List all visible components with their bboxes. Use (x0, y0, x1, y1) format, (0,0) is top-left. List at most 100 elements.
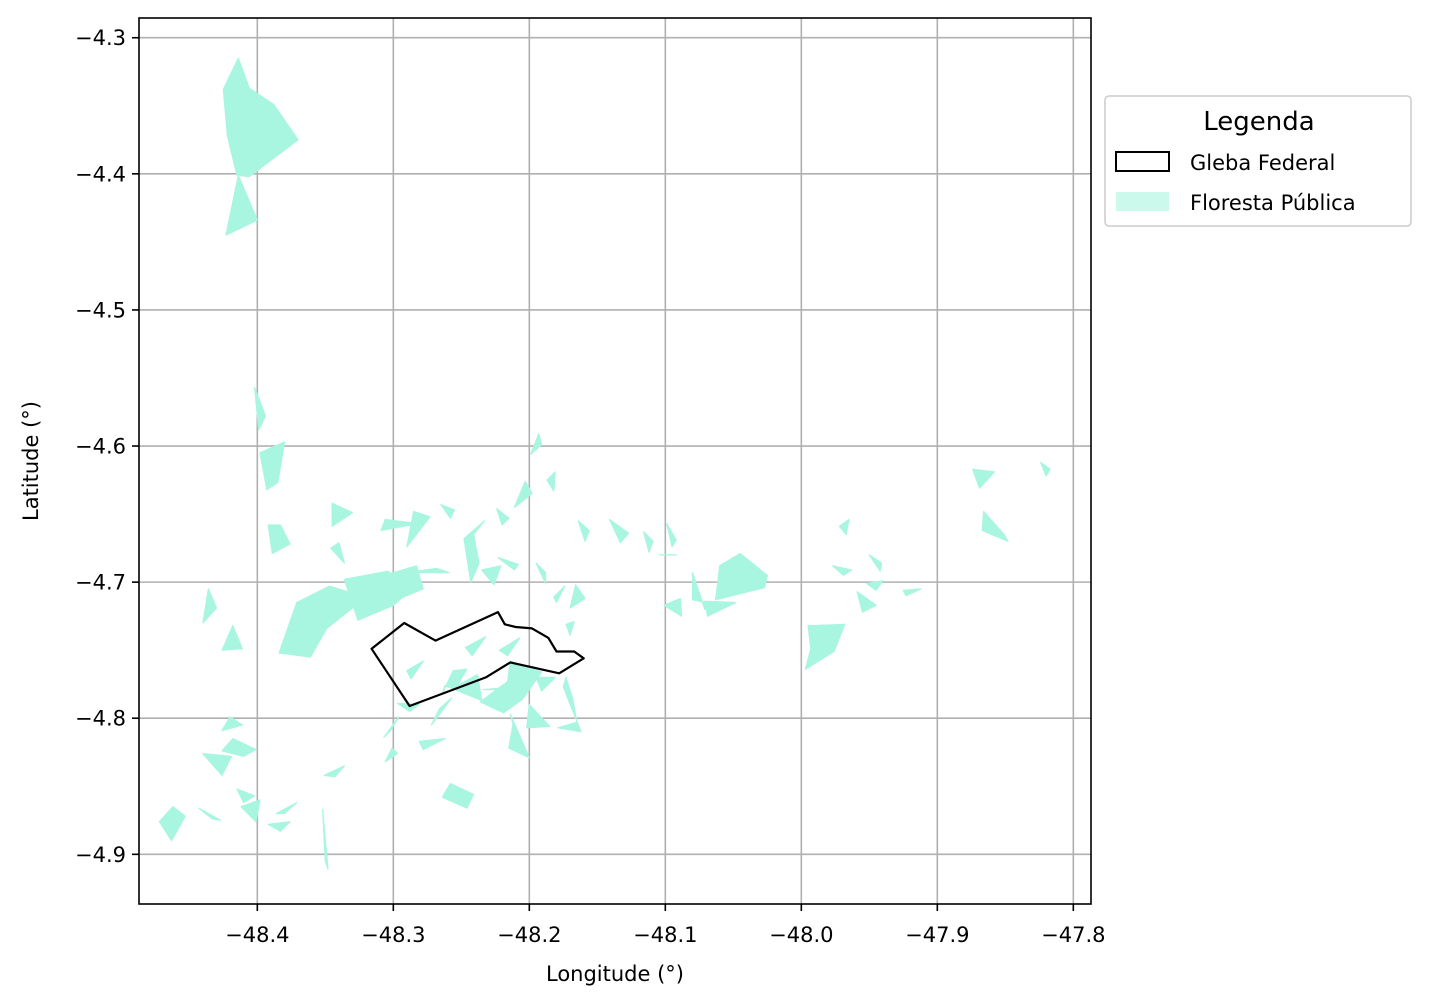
floresta-publica-polygon (267, 524, 291, 555)
floresta-publica-polygon (202, 752, 233, 777)
floresta-publica-polygon (221, 716, 243, 732)
x-tick-label: −47.9 (905, 923, 969, 947)
gleba-federal-polygon (370, 610, 585, 708)
floresta-publica-polygon (383, 716, 400, 738)
floresta-publica-polygon (535, 562, 547, 585)
floresta-publica-polygon (972, 468, 996, 489)
floresta-publica-polygon (418, 737, 446, 751)
y-axis-title: Latitude (°) (19, 401, 43, 521)
floresta-publica-polygon (577, 520, 590, 542)
floresta-publica-polygon (479, 660, 543, 714)
floresta-publica-polygon (704, 600, 737, 617)
floresta-publica-polygon (530, 433, 543, 455)
floresta-publica-polygon (463, 520, 485, 583)
floresta-publica-polygon (222, 57, 299, 178)
floresta-publica-polygon (804, 623, 846, 670)
floresta-publica-polygon (498, 637, 521, 657)
x-axis-title: Longitude (°) (546, 962, 684, 986)
floresta-publica-polygon (546, 471, 556, 492)
floresta-publica-polygon (838, 518, 850, 536)
floresta-publica-polygon (441, 782, 475, 809)
y-tick-label: −4.7 (75, 571, 126, 595)
gleba-federal-layer (370, 610, 585, 708)
floresta-publica-polygon (441, 668, 483, 702)
floresta-publica-polygon (535, 676, 556, 692)
floresta-publica-polygon (259, 441, 286, 491)
y-axis: −4.3 −4.4 −4.5 −4.6 −4.7 −4.8 −4.9 (75, 26, 139, 867)
x-tick-label: −48.1 (633, 923, 697, 947)
floresta-publica-polygon (902, 588, 922, 597)
plot-frame (138, 17, 1092, 905)
y-tick-label: −4.3 (75, 26, 126, 50)
legend-title: Legenda (1203, 107, 1314, 137)
floresta-publica-polygon (868, 554, 883, 572)
legend: Legenda Gleba Federal Floresta Pública (1104, 95, 1412, 227)
floresta-publica-polygon (565, 620, 575, 636)
floresta-publica-polygon (663, 597, 683, 617)
floresta-publica-polygon (666, 522, 677, 548)
legend-label-gleba-federal: Gleba Federal (1190, 151, 1335, 175)
legend-swatch-floresta-publica (1116, 192, 1169, 211)
floresta-publica-polygon (831, 565, 853, 576)
floresta-publica-polygon (496, 508, 510, 526)
floresta-publica-polygon (267, 821, 291, 832)
floresta-publica-polygon (481, 565, 502, 586)
floresta-publica-polygon (525, 703, 551, 729)
floresta-publica-polygon (497, 556, 520, 571)
y-tick-label: −4.8 (75, 707, 126, 731)
y-tick-label: −4.9 (75, 843, 126, 867)
floresta-publica-polygon (278, 585, 367, 658)
floresta-publica-polygon (323, 765, 345, 778)
x-tick-label: −48.0 (769, 923, 833, 947)
floresta-publica-polygon (569, 584, 586, 609)
x-tick-label: −48.4 (225, 923, 289, 947)
floresta-publica-polygon (430, 697, 453, 726)
floresta-publica-polygon (406, 660, 424, 680)
floresta-publica-polygon (464, 635, 487, 657)
floresta-publica-polygon (553, 585, 566, 604)
floresta-publica-polygon (236, 788, 256, 804)
floresta-publica-polygon (714, 552, 768, 601)
legend-box (1104, 95, 1412, 227)
floresta-publica-polygon (371, 565, 424, 608)
floresta-publica-polygon (380, 518, 419, 532)
legend-label-floresta-publica: Floresta Pública (1190, 191, 1356, 215)
floresta-publica-polygon (322, 808, 329, 870)
floresta-publica-polygon (981, 510, 1009, 542)
floresta-publica-polygon (202, 588, 218, 624)
floresta-publica-polygon (384, 747, 398, 763)
x-tick-label: −48.2 (497, 923, 561, 947)
floresta-publica-polygon (254, 386, 267, 431)
floresta-publica-polygon (642, 531, 654, 553)
floresta-publica-polygon (608, 518, 630, 544)
floresta-publica-polygon (557, 676, 582, 733)
x-tick-label: −48.3 (361, 923, 425, 947)
floresta-publica-layer (158, 57, 1051, 870)
floresta-publica-polygon (240, 799, 261, 823)
floresta-publica-polygon (856, 591, 877, 613)
floresta-publica-polygon (482, 687, 505, 691)
floresta-publica-polygon (508, 713, 530, 759)
gridlines (139, 18, 1091, 904)
floresta-publica-polygon (865, 580, 884, 591)
x-tick-label: −47.8 (1041, 923, 1105, 947)
floresta-publica-polygon (225, 174, 258, 236)
floresta-publica-polygon (513, 480, 533, 508)
floresta-publica-polygon (221, 625, 243, 651)
floresta-publica-polygon (221, 737, 257, 757)
floresta-publica-polygon (1040, 461, 1051, 477)
y-tick-label: −4.6 (75, 435, 126, 459)
legend-swatch-gleba-federal (1115, 151, 1170, 172)
floresta-publica-polygon (198, 807, 222, 821)
x-axis: −48.4 −48.3 −48.2 −48.1 −48.0 −47.9 −47.8 (225, 904, 1105, 947)
y-tick-label: −4.4 (75, 162, 126, 186)
floresta-publica-polygon (275, 801, 298, 815)
floresta-publica-polygon (331, 502, 354, 527)
floresta-publica-polygon (440, 504, 456, 519)
y-tick-label: −4.5 (75, 298, 126, 322)
floresta-publica-polygon (330, 542, 345, 564)
floresta-publica-polygon (406, 510, 431, 548)
floresta-publica-polygon (158, 806, 186, 842)
